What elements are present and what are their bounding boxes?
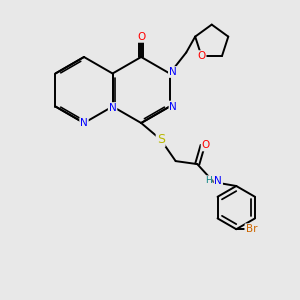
Text: N: N <box>169 67 177 77</box>
Text: H: H <box>205 176 212 185</box>
Text: N: N <box>109 103 116 113</box>
Text: S: S <box>157 133 165 146</box>
Text: N: N <box>214 176 222 186</box>
Text: O: O <box>137 32 145 42</box>
Text: N: N <box>80 118 88 128</box>
Text: O: O <box>197 51 206 61</box>
Text: Br: Br <box>245 224 257 234</box>
Text: O: O <box>202 140 210 151</box>
Text: N: N <box>169 101 177 112</box>
